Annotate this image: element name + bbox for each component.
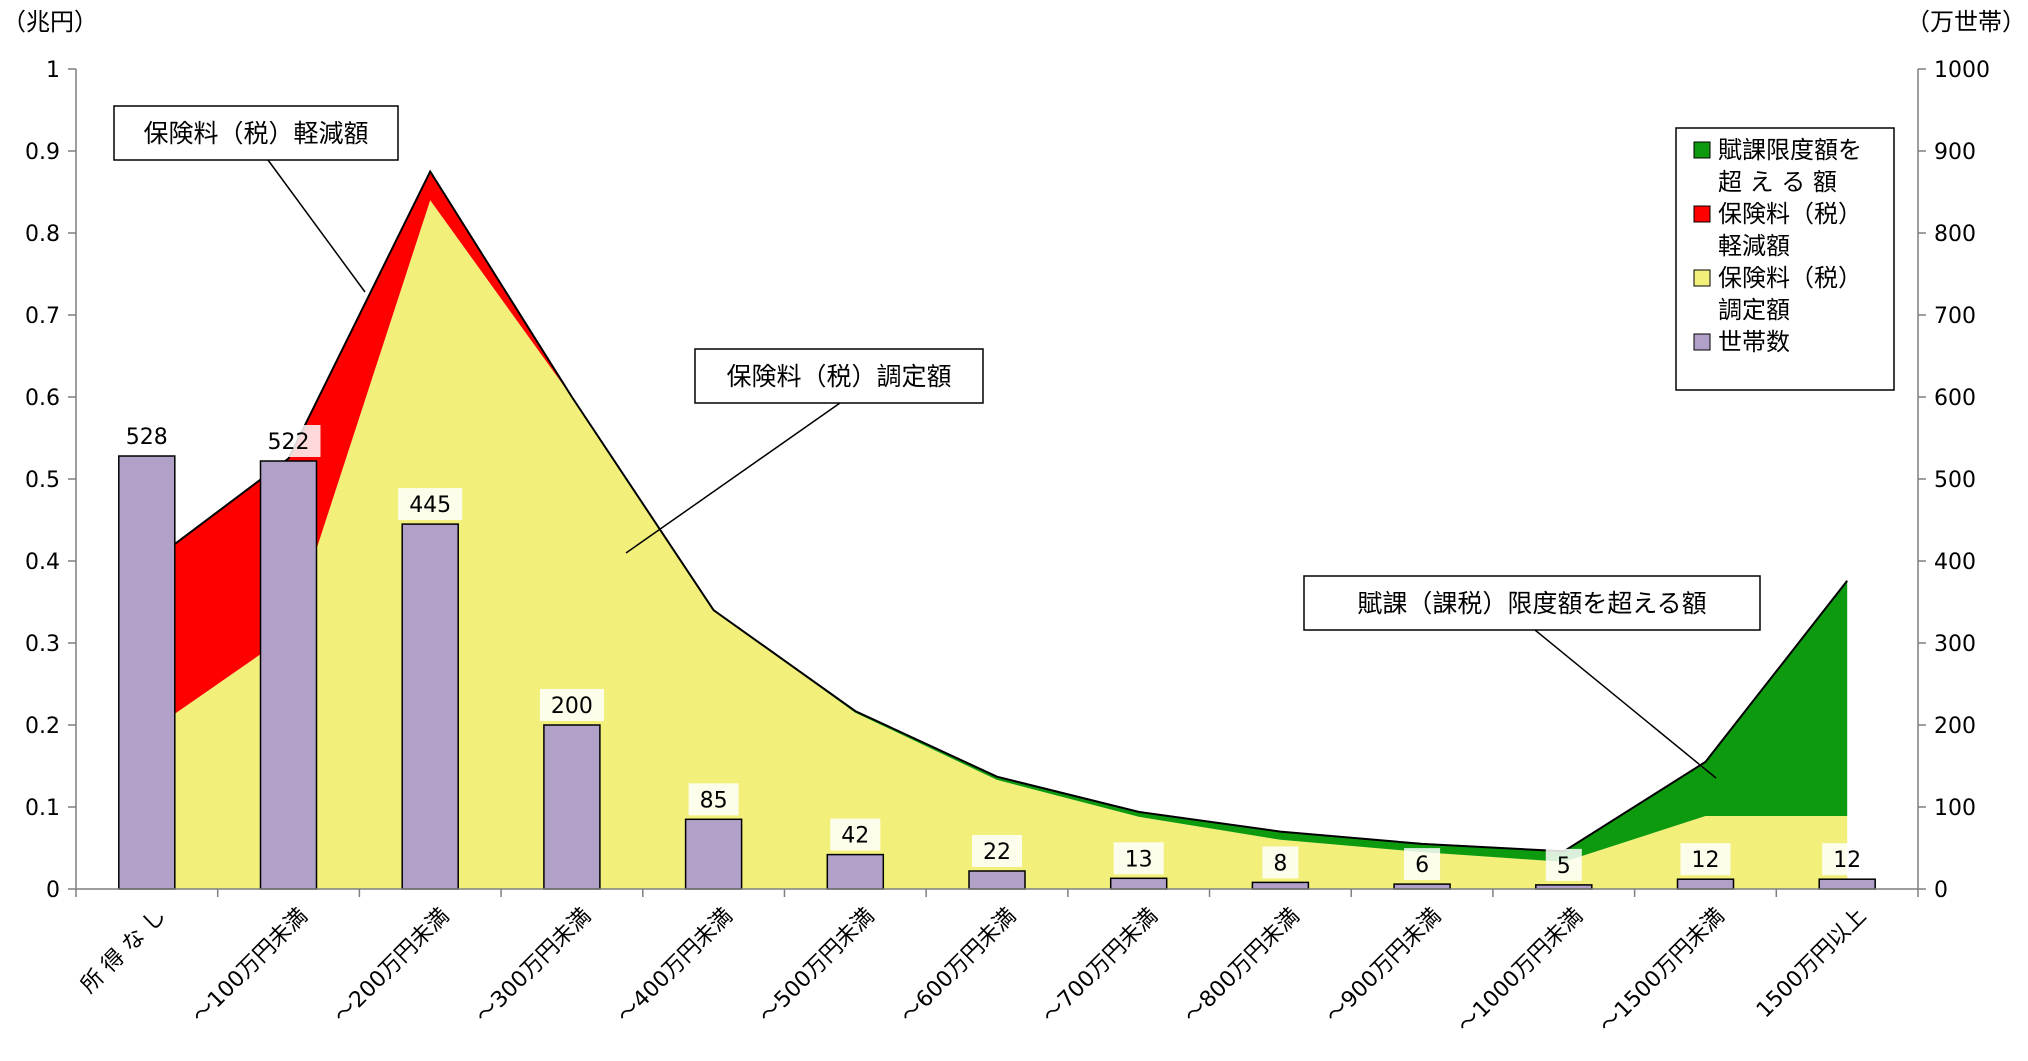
callout-label-2: 賦課（課税）限度額を超える額 xyxy=(1357,589,1706,618)
x-category-label-3: ～300万円未満 xyxy=(471,904,596,1029)
legend-label-3-0: 世帯数 xyxy=(1718,328,1790,356)
data-label-households-1: 522 xyxy=(268,430,310,455)
right-tick-label-9: 900 xyxy=(1934,140,1976,165)
callout-leader-1 xyxy=(625,402,841,554)
left-tick-label-6: 0.6 xyxy=(25,386,60,411)
data-label-bg-9 xyxy=(1404,848,1441,881)
data-label-bg-4 xyxy=(688,783,739,816)
bar-households-0 xyxy=(118,455,176,890)
data-label-households-11: 12 xyxy=(1692,848,1720,873)
bar-households-2 xyxy=(401,523,459,890)
legend-swatch-2 xyxy=(1693,269,1711,287)
x-category-label-4: ～400万円未満 xyxy=(613,904,738,1029)
data-label-households-2: 445 xyxy=(409,493,451,518)
data-label-households-6: 22 xyxy=(983,840,1011,865)
right-tick-label-1: 100 xyxy=(1934,796,1976,821)
data-label-households-7: 13 xyxy=(1125,847,1153,872)
right-tick-label-7: 700 xyxy=(1934,304,1976,329)
legend-swatch-0 xyxy=(1693,141,1711,159)
left-tick-label-5: 0.5 xyxy=(25,468,60,493)
data-label-bg-0 xyxy=(114,420,179,452)
bar-households-7 xyxy=(1109,877,1168,890)
x-category-label-8: ～800万円未満 xyxy=(1179,904,1304,1029)
x-category-label-6: ～600万円未満 xyxy=(896,904,1021,1029)
x-category-label-2: ～200万円未満 xyxy=(329,904,454,1029)
data-label-households-5: 42 xyxy=(841,824,869,849)
data-label-households-3: 200 xyxy=(551,694,593,719)
legend-label-2-1: 調定額 xyxy=(1718,296,1790,324)
callout-leader-0 xyxy=(267,159,366,293)
data-label-households-4: 85 xyxy=(700,788,728,813)
callout-leader-2 xyxy=(1534,629,1717,779)
x-category-label-7: ～700万円未満 xyxy=(1038,904,1163,1029)
left-tick-label-2: 0.2 xyxy=(25,714,60,739)
data-label-households-10: 5 xyxy=(1557,854,1571,879)
legend-swatch-1 xyxy=(1693,205,1711,223)
left-tick-label-1: 0.1 xyxy=(25,796,60,821)
bar-households-12 xyxy=(1818,878,1876,890)
bar-households-3 xyxy=(543,724,601,890)
data-label-bg-8 xyxy=(1262,846,1299,879)
data-label-bg-3 xyxy=(539,689,604,721)
callout-box-0 xyxy=(113,105,399,161)
left-axis-unit: （兆円） xyxy=(2,8,98,36)
bar-households-11 xyxy=(1676,878,1735,890)
data-label-bg-10 xyxy=(1545,848,1582,881)
data-label-households-9: 6 xyxy=(1415,853,1429,878)
data-label-bg-5 xyxy=(830,818,881,851)
legend-label-2-0: 保険料（税） xyxy=(1718,264,1862,292)
right-tick-label-2: 200 xyxy=(1934,714,1976,739)
right-tick-label-6: 600 xyxy=(1934,386,1976,411)
left-tick-label-3: 0.3 xyxy=(25,632,60,657)
right-tick-label-10: 1000 xyxy=(1934,58,1990,83)
data-label-households-12: 12 xyxy=(1833,848,1861,873)
right-tick-label-0: 0 xyxy=(1934,878,1948,903)
data-label-bg-7 xyxy=(1113,842,1164,875)
right-tick-label-3: 300 xyxy=(1934,632,1976,657)
x-category-label-10: ～1000万円未満 xyxy=(1453,904,1588,1039)
data-label-bg-11 xyxy=(1680,843,1731,876)
left-tick-label-7: 0.7 xyxy=(25,304,60,329)
legend-swatch-3 xyxy=(1693,333,1711,351)
data-label-bg-12 xyxy=(1822,843,1873,876)
right-tick-label-4: 400 xyxy=(1934,550,1976,575)
x-category-label-0: 所 得 な し xyxy=(76,904,171,999)
bar-households-1 xyxy=(259,460,318,890)
data-label-households-8: 8 xyxy=(1273,851,1287,876)
callout-label-1: 保険料（税）調定額 xyxy=(726,362,951,391)
bar-households-8 xyxy=(1251,881,1310,890)
legend-label-0-0: 賦課限度額を xyxy=(1718,136,1862,164)
legend-box xyxy=(1675,127,1895,391)
left-tick-label-9: 0.9 xyxy=(25,140,60,165)
area-excess-over-limit xyxy=(146,171,1848,862)
callout-box-2 xyxy=(1303,575,1761,631)
data-label-households-0: 528 xyxy=(126,425,168,450)
bar-households-5 xyxy=(826,853,885,890)
bar-households-4 xyxy=(684,818,743,890)
x-category-label-5: ～500万円未満 xyxy=(754,904,879,1029)
x-category-label-12: 1500万円以上 xyxy=(1752,904,1872,1024)
left-tick-label-10: 1 xyxy=(46,58,60,83)
right-axis-unit: （万世帯） xyxy=(1906,8,2026,36)
data-label-bg-6 xyxy=(972,835,1022,867)
left-tick-label-0: 0 xyxy=(46,878,60,903)
x-category-label-9: ～900万円未満 xyxy=(1321,904,1446,1029)
callout-box-1 xyxy=(694,348,984,404)
data-label-bg-2 xyxy=(398,488,463,521)
x-category-label-11: ～1500万円未満 xyxy=(1595,904,1730,1039)
right-tick-label-8: 800 xyxy=(1934,222,1976,247)
legend-label-0-1: 超 え る 額 xyxy=(1718,168,1837,196)
bar-households-6 xyxy=(968,870,1026,890)
right-tick-label-5: 500 xyxy=(1934,468,1976,493)
legend-label-1-1: 軽減額 xyxy=(1718,232,1790,260)
left-tick-label-8: 0.8 xyxy=(25,222,60,247)
legend-label-1-0: 保険料（税） xyxy=(1718,200,1862,228)
left-tick-label-4: 0.4 xyxy=(25,550,60,575)
callout-label-0: 保険料（税）軽減額 xyxy=(143,119,368,148)
x-category-label-1: ～100万円未満 xyxy=(188,904,313,1029)
data-label-bg-1 xyxy=(256,425,321,457)
